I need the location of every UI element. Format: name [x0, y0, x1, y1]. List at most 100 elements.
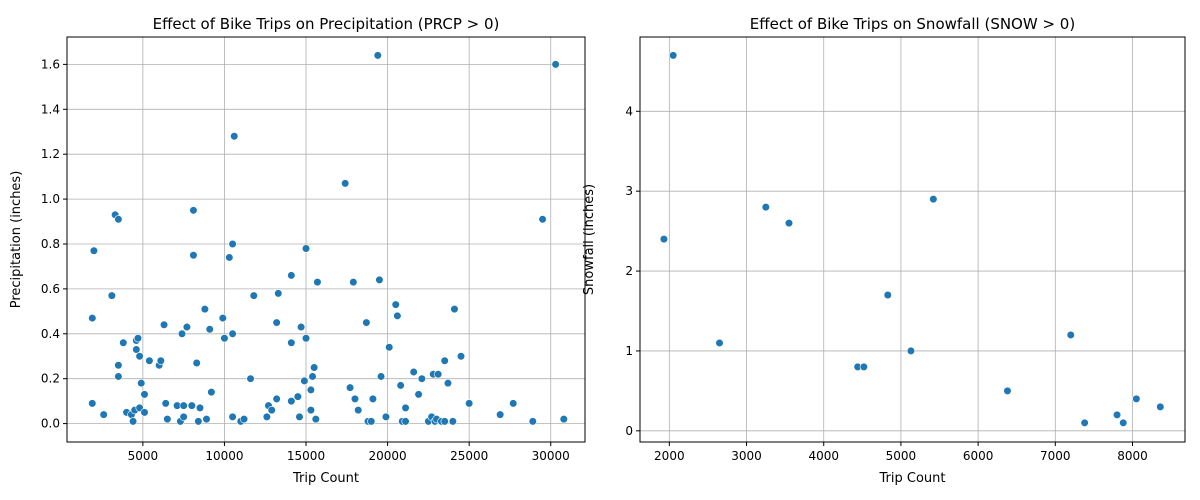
x-tick-label: 5000: [128, 449, 159, 463]
data-point: [182, 322, 192, 332]
data-point: [205, 325, 214, 334]
data-point: [367, 417, 376, 426]
data-point: [159, 320, 169, 329]
data-point: [225, 253, 234, 262]
data-point: [114, 215, 123, 224]
x-tick-label: 25000: [450, 449, 488, 463]
data-point: [239, 415, 249, 424]
data-point: [1003, 386, 1012, 395]
data-point: [192, 358, 201, 368]
data-point: [137, 379, 146, 388]
data-point: [761, 203, 770, 212]
precipitation-chart: Effect of Bike Trips on Precipitation (P…: [9, 15, 586, 486]
data-point: [295, 412, 304, 421]
data-point: [274, 289, 283, 298]
x-tick-label: 2000: [654, 449, 685, 463]
x-tick-label: 5000: [886, 449, 917, 463]
data-point: [132, 345, 141, 354]
data-point: [434, 370, 443, 379]
data-point: [401, 417, 410, 426]
y-tick-label: 0.0: [41, 417, 60, 431]
chart-title: Effect of Bike Trips on Precipitation (P…: [153, 15, 500, 33]
data-point: [362, 318, 371, 327]
data-point: [249, 291, 258, 300]
data-point: [509, 399, 518, 408]
data-point: [228, 329, 237, 338]
x-tick-label: 30000: [532, 449, 570, 463]
x-tick-label: 4000: [808, 449, 839, 463]
data-point: [376, 372, 386, 381]
x-tick-label: 3000: [731, 449, 762, 463]
data-point: [189, 251, 198, 260]
data-point: [310, 363, 319, 372]
data-point: [1080, 418, 1089, 427]
data-point: [417, 374, 426, 383]
data-point: [784, 219, 794, 228]
data-point: [381, 412, 391, 421]
data-point: [465, 399, 474, 408]
data-points: [88, 51, 568, 426]
y-tick-label: 1.2: [41, 147, 60, 161]
data-point: [373, 51, 382, 60]
data-point: [177, 329, 187, 338]
data-point: [297, 322, 306, 332]
data-point: [409, 367, 418, 377]
data-point: [135, 352, 144, 361]
data-point: [119, 338, 128, 347]
data-point: [341, 179, 350, 188]
data-point: [99, 410, 108, 419]
data-point: [202, 415, 211, 424]
data-point: [448, 417, 457, 426]
data-point: [929, 195, 938, 204]
data-point: [345, 383, 355, 392]
data-point: [161, 399, 170, 408]
x-tick-label: 7000: [1040, 449, 1071, 463]
data-point: [1066, 330, 1075, 340]
x-tick-label: 8000: [1117, 449, 1148, 463]
plot-frame: [66, 36, 586, 443]
data-point: [1112, 410, 1122, 419]
y-axis-label: Precipitation (inches): [9, 171, 24, 309]
data-point: [528, 417, 537, 426]
y-tick-label: 2: [625, 264, 633, 278]
data-point: [189, 206, 198, 215]
data-point: [1156, 402, 1165, 411]
y-tick-label: 1.0: [41, 192, 60, 206]
data-point: [659, 235, 669, 244]
x-axis-label: Trip Count: [879, 471, 946, 486]
data-point: [195, 403, 205, 412]
data-point: [715, 338, 724, 348]
axis-ticks: 5000 10000 15000 20000 25000 30000 0.0 0.2 0.4 0.…: [41, 57, 570, 463]
data-point: [88, 399, 97, 408]
y-axis-label: Snowfall (inches): [582, 184, 597, 295]
data-point: [187, 401, 196, 410]
data-point: [301, 244, 311, 253]
chart-title: Effect of Bike Trips on Snowfall (SNOW >…: [750, 15, 1075, 33]
data-point: [368, 394, 378, 403]
data-point: [114, 361, 123, 370]
data-point: [88, 313, 97, 323]
data-point: [440, 417, 449, 426]
data-point: [300, 376, 309, 386]
data-point: [140, 408, 149, 417]
data-point: [538, 215, 547, 224]
y-tick-label: 0.2: [41, 372, 60, 386]
data-point: [207, 388, 216, 397]
y-tick-label: 0: [625, 424, 633, 438]
data-point: [246, 374, 255, 383]
data-point: [313, 278, 322, 287]
data-point: [301, 334, 311, 343]
data-point: [272, 318, 281, 327]
y-tick-label: 0.6: [41, 282, 60, 296]
x-axis-label: Trip Count: [292, 471, 359, 486]
data-point: [194, 417, 203, 426]
x-tick-label: 6000: [963, 449, 994, 463]
data-point: [114, 372, 123, 381]
data-point: [218, 313, 227, 323]
data-point: [293, 392, 302, 401]
data-point: [396, 381, 405, 390]
data-point: [354, 406, 363, 415]
y-tick-label: 0.8: [41, 237, 60, 251]
y-tick-label: 1.6: [41, 57, 60, 71]
data-point: [287, 271, 296, 280]
